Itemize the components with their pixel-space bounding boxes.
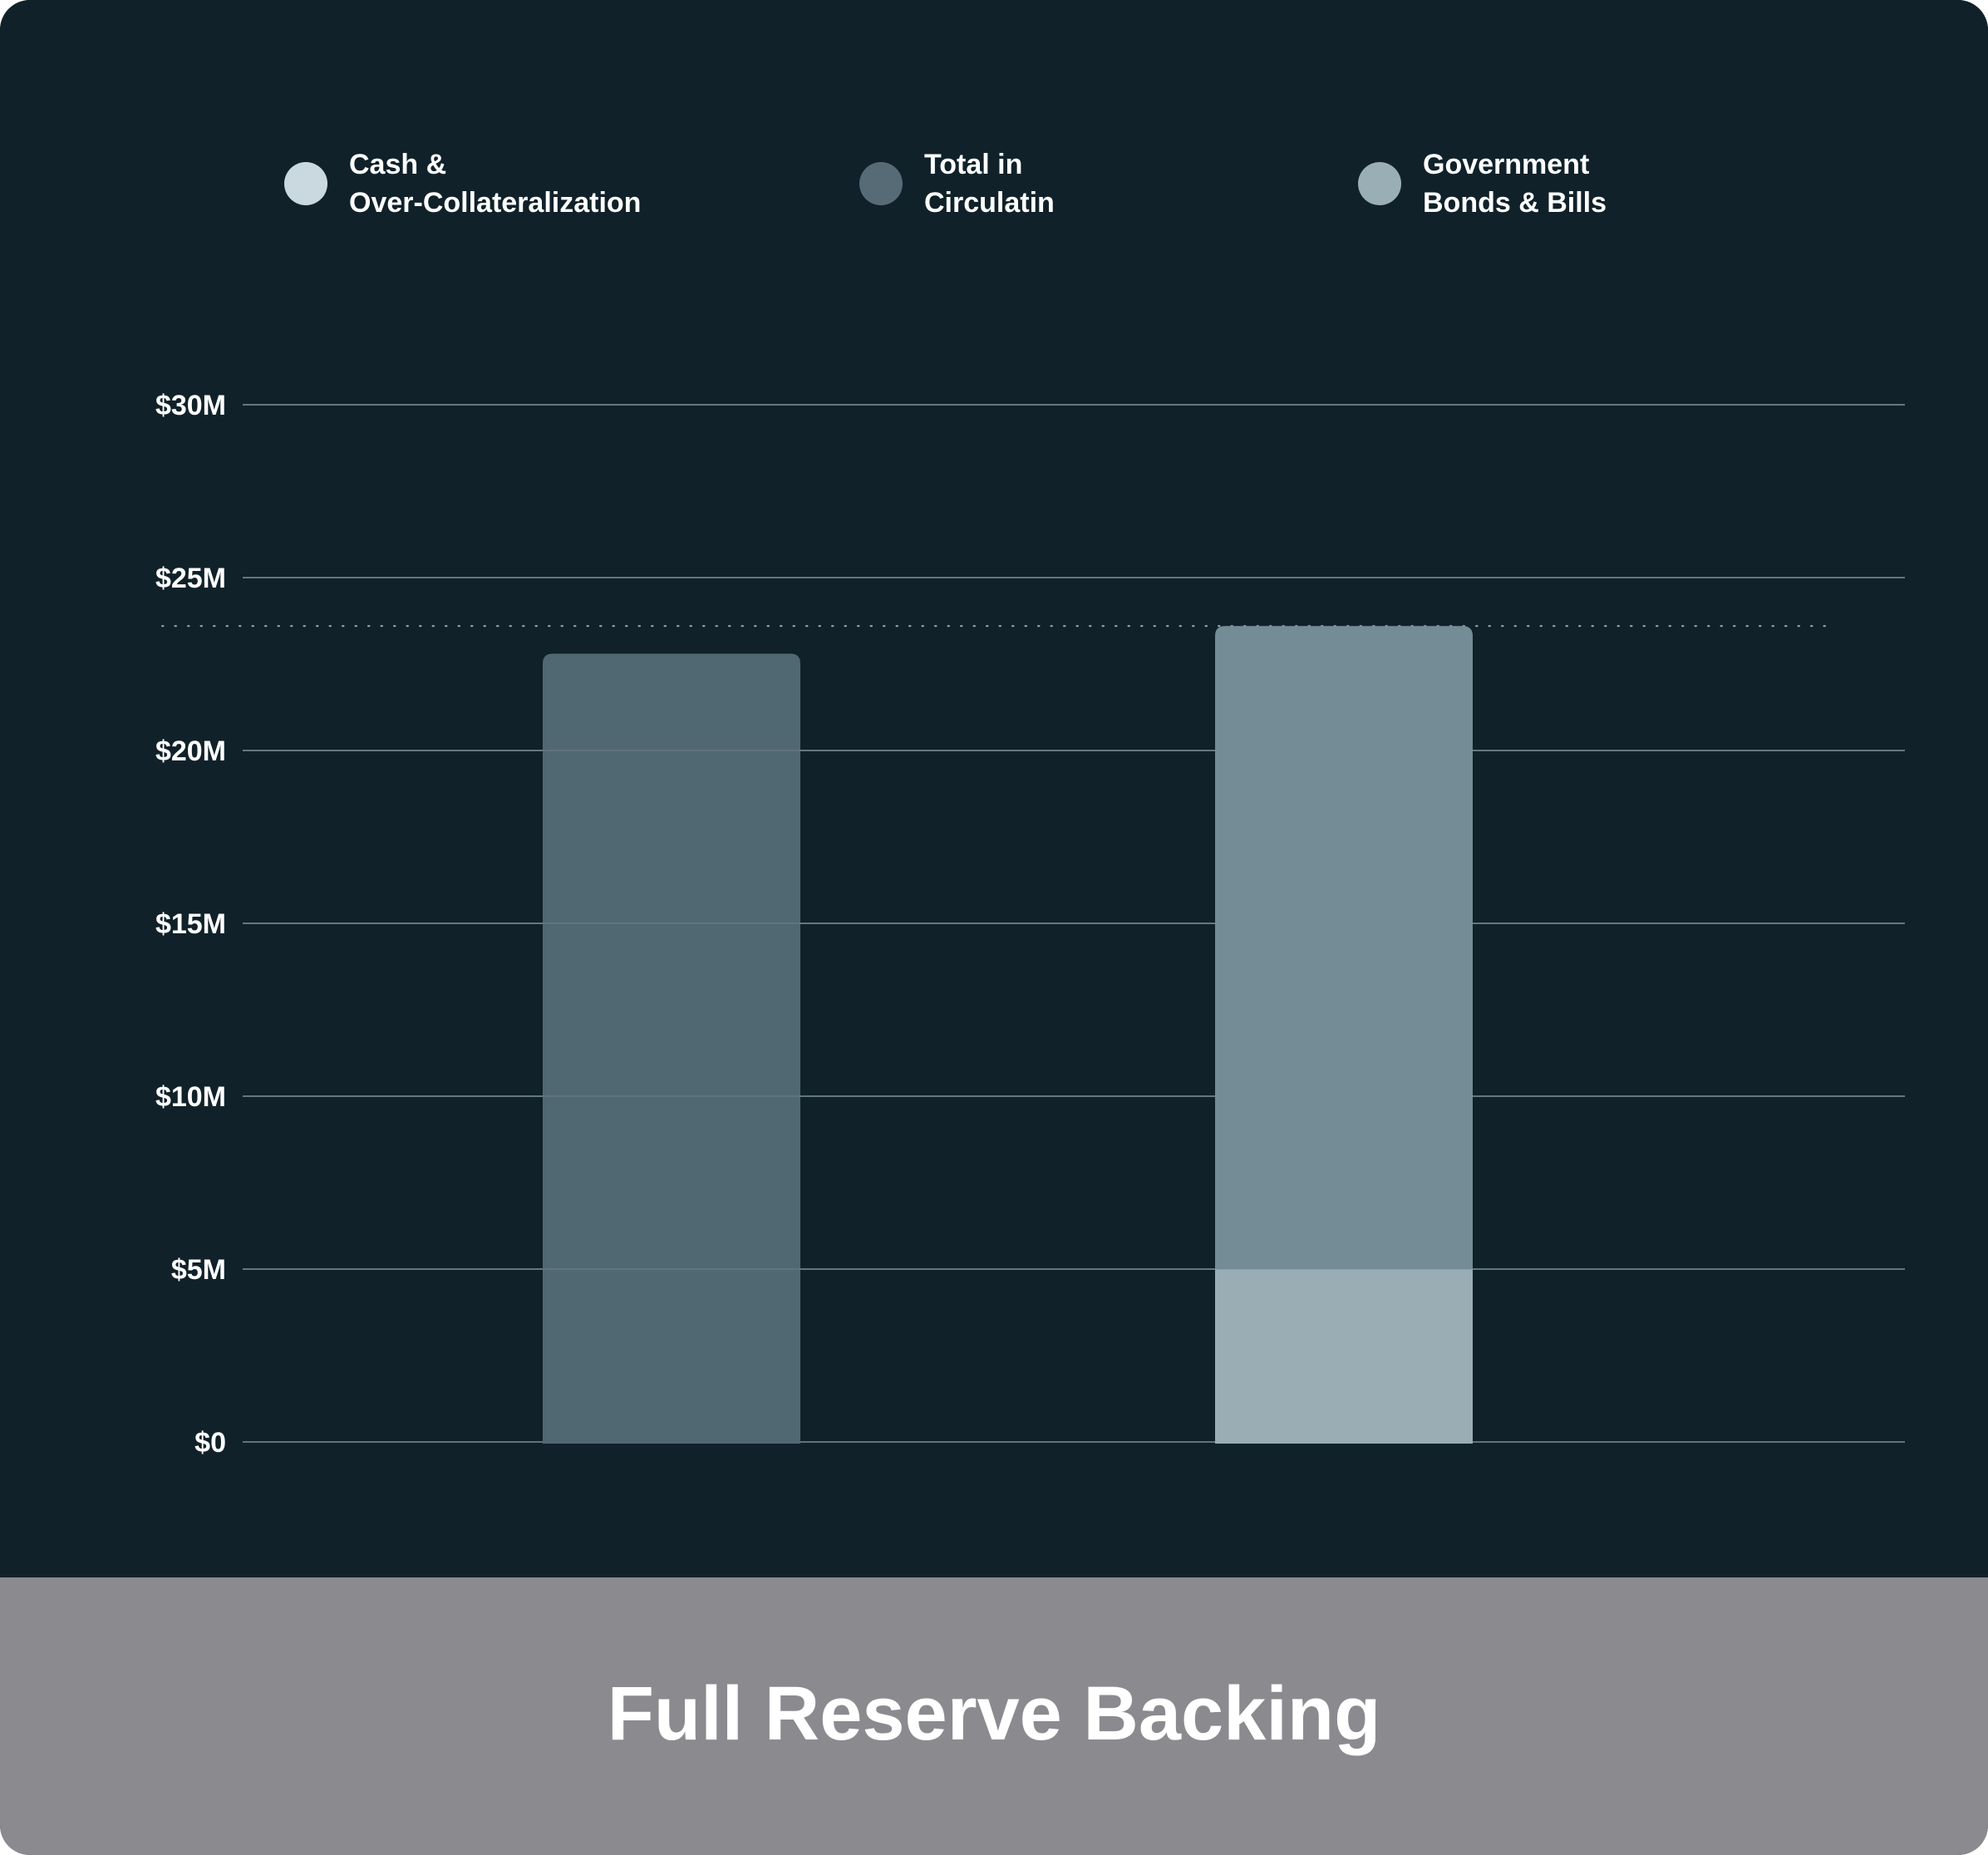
y-tick-label: $25M: [155, 563, 226, 594]
bar-segment-1-1: [543, 653, 800, 1444]
bars: [243, 404, 1905, 1444]
y-axis-ticks: $0 $5M $10M $15M $20M $25M $30M: [155, 390, 226, 1459]
legend-item-total: Total in Circulatin: [859, 145, 1273, 222]
bar-segment-2-1: [1215, 1269, 1473, 1444]
y-tick-label: $0: [194, 1427, 226, 1459]
legend-swatch-government-icon: [1358, 162, 1401, 205]
legend-swatch-cash-icon: [284, 162, 327, 205]
y-tick-label: $30M: [155, 390, 226, 421]
legend-item-government: Government Bonds & Bills: [1358, 145, 1772, 222]
legend-label-government: Government Bonds & Bills: [1423, 149, 1607, 219]
legend-item-cash: Cash & Over-Collateralization: [284, 145, 698, 222]
chart-title: Full Reserve Backing: [607, 1670, 1381, 1756]
bar-segment-2-2: [1215, 626, 1473, 1269]
plot-area: Cash & Over-Collateralization Total in C…: [155, 145, 1905, 1459]
y-tick-label: $15M: [155, 908, 226, 940]
bar-chart: $0 $5M $10M $15M $20M $25M $30M: [155, 390, 1905, 1459]
y-tick-label: $5M: [171, 1254, 226, 1286]
legend-swatch-total-icon: [859, 162, 903, 205]
legend-label-total: Total in Circulatin: [924, 149, 1055, 219]
y-tick-label: $10M: [155, 1081, 226, 1113]
footer-banner: Full Reserve Backing: [0, 1577, 1988, 1855]
y-tick-label: $20M: [155, 736, 226, 767]
legend-label-cash: Cash & Over-Collateralization: [349, 149, 642, 219]
